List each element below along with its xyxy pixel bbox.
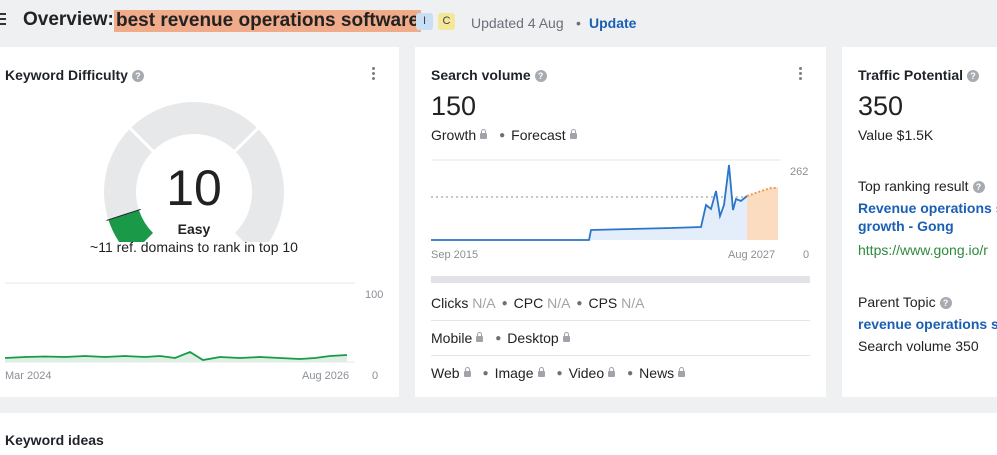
- kd-axis-start: Mar 2024: [5, 370, 52, 382]
- keyword-ideas-section: Keyword ideas: [0, 413, 997, 455]
- update-link[interactable]: Update: [589, 15, 637, 31]
- gauge-divider: [127, 125, 156, 154]
- difficulty-area: [5, 352, 347, 362]
- search-volume-title: Search volume?: [431, 67, 547, 83]
- gauge-fill: [108, 209, 153, 242]
- sv-axis-start: Sep 2015: [431, 249, 479, 261]
- page-title-prefix: Overview:: [23, 9, 114, 30]
- kd-axis-end: Aug 2026: [302, 370, 350, 382]
- gauge-divider: [232, 125, 261, 154]
- cpc-label: CPC: [513, 295, 544, 311]
- top-ranking-url[interactable]: https://www.gong.io/r: [858, 242, 988, 258]
- top-ranking-label: Top ranking result?: [858, 178, 985, 194]
- menu-icon[interactable]: [0, 13, 6, 27]
- search-volume-chart[interactable]: [431, 157, 811, 247]
- sv-axis-end: Aug 2027: [728, 249, 776, 261]
- help-icon[interactable]: ?: [534, 70, 547, 82]
- more-options-icon[interactable]: [799, 67, 803, 82]
- search-volume-value: 150: [431, 91, 477, 121]
- source-row: Web ● Image ● Video ● News: [431, 365, 691, 381]
- lock-icon: [463, 367, 471, 377]
- search-volume-area: [431, 165, 747, 240]
- help-icon[interactable]: ?: [939, 297, 952, 309]
- divider: [431, 320, 810, 321]
- intent-badge-informational[interactable]: I: [416, 13, 433, 30]
- help-icon[interactable]: ?: [131, 70, 144, 82]
- gauge-track: [104, 102, 285, 242]
- clicks-value: N/A: [472, 295, 496, 311]
- kd-axis-min: 0: [372, 370, 379, 382]
- help-icon[interactable]: ?: [967, 70, 980, 82]
- keyword-difficulty-title: Keyword Difficulty?: [5, 67, 144, 83]
- web-label[interactable]: Web: [431, 365, 460, 381]
- keyword-ideas-title: Keyword ideas: [5, 432, 104, 448]
- top-ranking-title-line1[interactable]: Revenue operations s: [858, 200, 997, 216]
- keyword-difficulty-level: Easy: [177, 221, 211, 237]
- traffic-potential-title: Traffic Potential?: [858, 67, 980, 83]
- lock-icon: [608, 367, 616, 377]
- lock-icon: [476, 332, 484, 342]
- gauge-divider: [106, 208, 141, 221]
- lock-icon: [678, 367, 686, 377]
- parent-topic-volume: Search volume 350: [858, 338, 979, 354]
- page-header: Overview: best revenue operations softwa…: [0, 0, 997, 46]
- difficulty-history-chart[interactable]: [5, 277, 355, 367]
- cps-value: N/A: [621, 295, 645, 311]
- chart-range-scrollbar[interactable]: [431, 276, 810, 283]
- card-title-text: Keyword Difficulty: [5, 67, 128, 83]
- keyword-difficulty-value: 10: [166, 160, 222, 216]
- parent-topic-link[interactable]: revenue operations s: [858, 316, 997, 332]
- device-row: Mobile ● Desktop: [431, 330, 576, 346]
- lock-icon: [537, 367, 545, 377]
- kd-axis-max: 100: [365, 289, 384, 301]
- difficulty-gauge: [104, 102, 285, 242]
- forecast-line: [746, 187, 778, 197]
- sv-axis-max: 262: [790, 166, 809, 178]
- search-volume-line: [431, 164, 748, 241]
- traffic-value-text: Value $1.5K: [858, 127, 934, 143]
- keyword-difficulty-card: Keyword Difficulty? 10 Easy ~11 ref. dom…: [0, 47, 399, 397]
- card-title-text: Traffic Potential: [858, 67, 964, 83]
- growth-label[interactable]: Growth: [431, 127, 477, 143]
- ref-domains-text: ~11 ref. domains to rank in top 10: [90, 239, 298, 255]
- cpc-value: N/A: [547, 295, 571, 311]
- separator-dot: •: [576, 15, 581, 31]
- lock-icon: [562, 332, 570, 342]
- cps-label: CPS: [588, 295, 618, 311]
- video-label[interactable]: Video: [568, 365, 605, 381]
- divider: [431, 355, 810, 356]
- parent-topic-label: Parent Topic?: [858, 294, 952, 310]
- forecast-label[interactable]: Forecast: [511, 127, 566, 143]
- lock-icon: [480, 129, 488, 139]
- image-label[interactable]: Image: [494, 365, 534, 381]
- traffic-potential-card: Traffic Potential? 350 Value $1.5K Top r…: [842, 47, 997, 397]
- clicks-cpc-cps-row: Clicks N/A ● CPC N/A ● CPS N/A: [431, 295, 645, 311]
- search-volume-card: Search volume? 150 Growth ● Forecast 262 0…: [415, 47, 826, 397]
- sv-axis-min: 0: [803, 249, 810, 261]
- more-options-icon[interactable]: [372, 67, 376, 82]
- help-icon[interactable]: ?: [972, 181, 985, 193]
- difficulty-line: [5, 350, 348, 361]
- card-title-text: Search volume: [431, 67, 531, 83]
- page-title-keyword: best revenue operations software: [114, 10, 422, 32]
- mobile-label[interactable]: Mobile: [431, 330, 473, 346]
- updated-date: Updated 4 Aug: [471, 15, 564, 31]
- top-ranking-title-line2[interactable]: growth - Gong: [858, 218, 954, 234]
- intent-badge-commercial[interactable]: C: [438, 13, 455, 30]
- desktop-label[interactable]: Desktop: [507, 330, 559, 346]
- forecast-area: [747, 188, 778, 240]
- growth-forecast-row: Growth ● Forecast: [431, 127, 583, 143]
- clicks-label: Clicks: [431, 295, 469, 311]
- news-label[interactable]: News: [639, 365, 675, 381]
- traffic-potential-value: 350: [858, 91, 904, 121]
- lock-icon: [569, 129, 577, 139]
